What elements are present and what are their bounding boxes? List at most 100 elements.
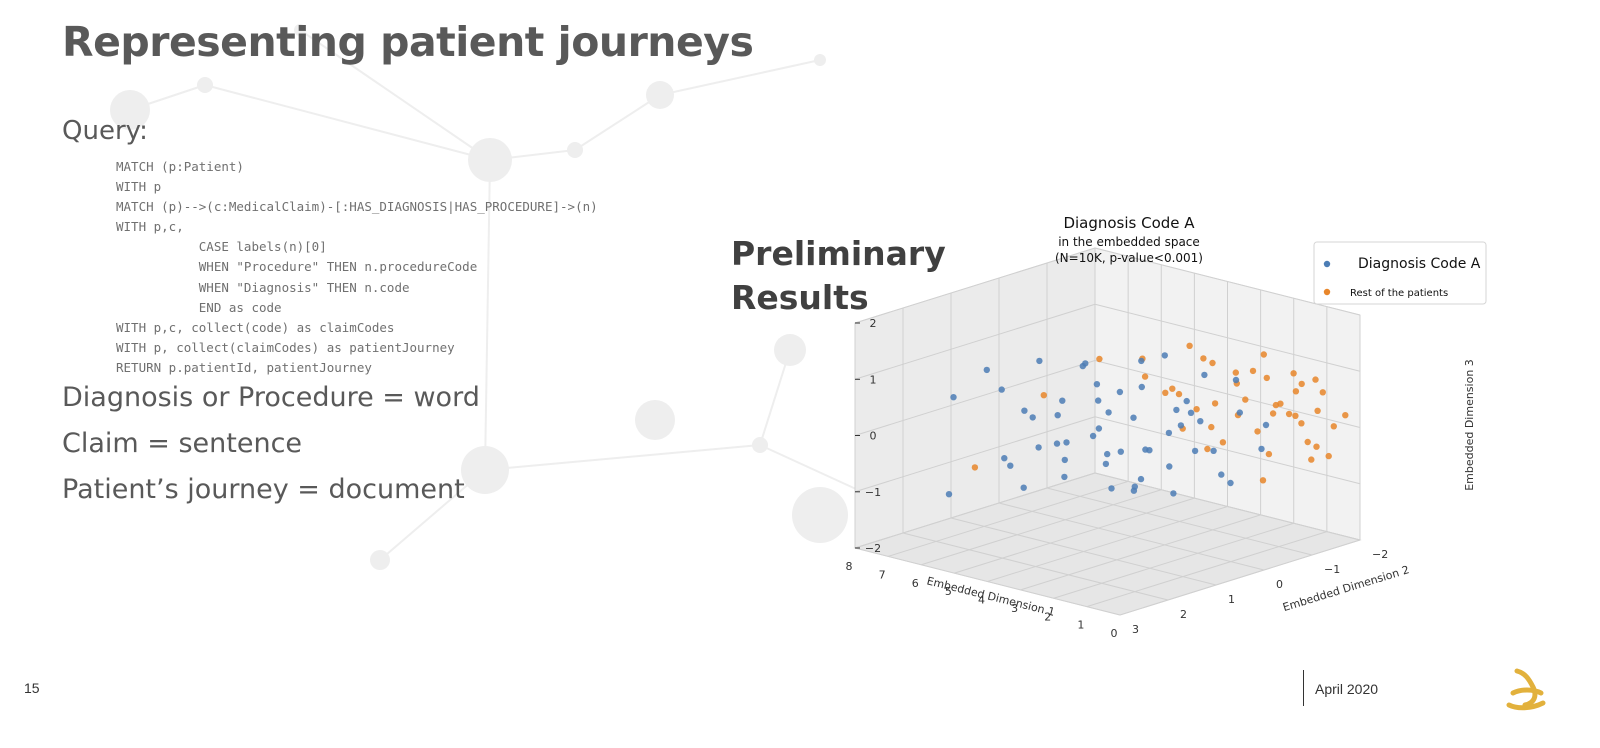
data-point (1319, 389, 1326, 396)
grid-line (1020, 514, 1261, 591)
x-tick-label: 3 (1011, 602, 1018, 615)
data-point (1138, 383, 1145, 391)
data-point (1298, 380, 1305, 388)
y-tick-label: 1 (1228, 593, 1235, 606)
z-tick-label: 1 (870, 373, 877, 386)
data-point (1191, 447, 1199, 455)
data-point (1209, 359, 1216, 367)
grid-line (854, 360, 1096, 436)
data-point (1020, 484, 1027, 491)
code-line: MATCH (p:Patient) (116, 159, 244, 174)
data-point (971, 464, 979, 471)
data-point (1312, 376, 1319, 383)
y-axis-label: Embedded Dimension 2 (1281, 563, 1411, 614)
grid-line (921, 489, 1162, 566)
data-point (1063, 439, 1070, 446)
y-tick-label: 0 (1276, 578, 1283, 591)
bullet-item-document: Patient’s journey = document (62, 474, 465, 505)
data-point (1170, 490, 1177, 497)
chart-title: Diagnosis Code A (1063, 214, 1195, 232)
grid-line (854, 416, 1096, 493)
data-point (950, 394, 957, 401)
data-point (1035, 444, 1042, 451)
data-point (1096, 355, 1103, 363)
data-point (1260, 351, 1267, 358)
grid-line (854, 472, 1096, 549)
data-point (1162, 389, 1169, 396)
data-point (1161, 352, 1168, 359)
z-tick-label: 0 (870, 430, 877, 443)
x-tick-label: 0 (1111, 627, 1118, 640)
data-point (1197, 418, 1204, 425)
data-point (1146, 447, 1153, 454)
data-point (1308, 456, 1315, 463)
data-point (1173, 406, 1180, 414)
data-point (1330, 423, 1337, 430)
grid-line (954, 497, 1195, 574)
data-point (1259, 477, 1267, 484)
data-point (1082, 360, 1089, 367)
data-point (1130, 487, 1138, 494)
data-point (1183, 397, 1190, 405)
data-point (1187, 409, 1195, 416)
data-point (1232, 376, 1240, 384)
data-point (1021, 407, 1028, 414)
data-point (1040, 392, 1047, 399)
code-line: CASE labels(n)[0] (198, 239, 327, 255)
data-point (1272, 401, 1280, 409)
grid-line (1046, 487, 1313, 556)
data-point (1254, 428, 1261, 435)
data-point (1029, 414, 1036, 421)
data-point (1105, 409, 1112, 416)
grid-line (902, 532, 1169, 601)
data-point (1007, 462, 1014, 469)
x-tick-label: 2 (1044, 610, 1051, 623)
data-point (1304, 438, 1311, 446)
grid-line (854, 247, 1096, 324)
data-point (1061, 473, 1068, 481)
z-tick-label: 2 (870, 317, 877, 330)
data-point (1117, 448, 1124, 455)
data-point (1290, 370, 1297, 377)
data-point (1001, 455, 1008, 462)
code-line: WITH p, collect(claimCodes) as patientJo… (116, 339, 455, 355)
data-point (1061, 456, 1068, 464)
data-point (1219, 439, 1227, 446)
data-point (1053, 440, 1061, 447)
data-point (1141, 373, 1149, 380)
data-point (1169, 385, 1176, 392)
data-point (998, 386, 1005, 393)
y-tick-label: 2 (1180, 608, 1187, 621)
chart-subtitle: (N=10K, p-value<0.001) (1055, 251, 1203, 265)
query-label: Query: (62, 116, 148, 146)
bullet-list: Diagnosis or Procedure = word Claim = se… (62, 375, 480, 513)
data-point (1166, 463, 1173, 470)
x-tick-label: 4 (978, 594, 985, 607)
data-point (1265, 450, 1273, 458)
data-point (1104, 450, 1111, 458)
data-point (1298, 420, 1305, 427)
grid-line (1094, 472, 1361, 541)
data-point (983, 366, 990, 374)
x-tick-label: 1 (1077, 619, 1084, 632)
y-tick-label: 3 (1132, 623, 1139, 636)
x-tick-label: 6 (912, 577, 919, 590)
y-tick-label: −1 (1324, 563, 1340, 576)
data-point (1201, 371, 1208, 379)
data-point (1262, 421, 1270, 429)
z-tick-label: −1 (865, 486, 881, 499)
footer-date: April 2020 (1315, 681, 1379, 697)
data-point (1102, 460, 1110, 468)
data-point (1249, 367, 1257, 375)
data-point (1165, 429, 1173, 437)
data-point (1204, 445, 1211, 453)
preliminary-results-heading: Preliminary Results (731, 232, 946, 320)
chart-subtitle: in the embedded space (1058, 235, 1200, 249)
preliminary-heading-line1: Preliminary (731, 234, 946, 273)
data-point (1210, 447, 1217, 454)
cypher-query-code: MATCH (p:Patient) WITH p MATCH (p)-->(c:… (116, 157, 598, 378)
legend-marker (1323, 288, 1331, 296)
data-point (1059, 397, 1066, 404)
x-tick-label: 5 (945, 585, 952, 598)
grid-line (887, 480, 1129, 557)
